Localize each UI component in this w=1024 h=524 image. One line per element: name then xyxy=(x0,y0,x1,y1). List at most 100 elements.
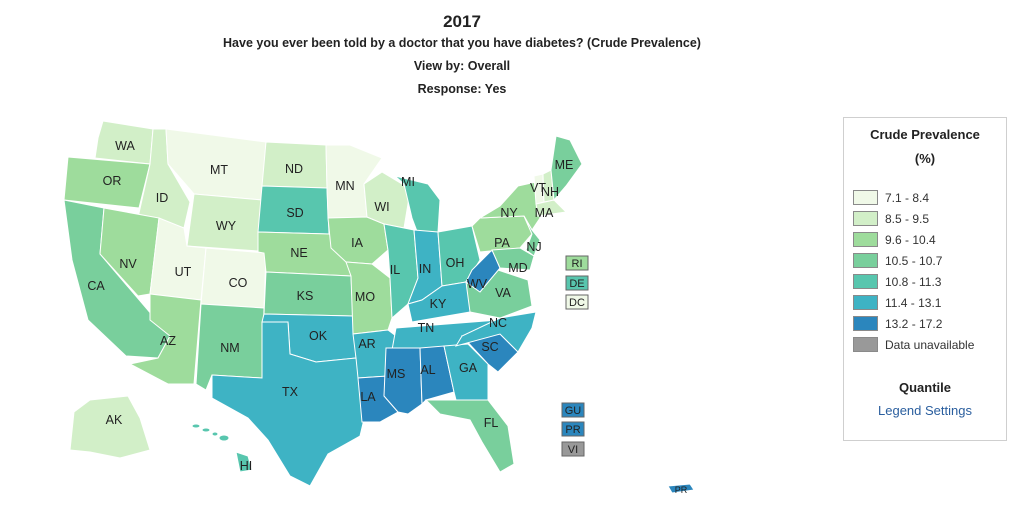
state-label-tx: TX xyxy=(282,385,299,399)
state-nv[interactable] xyxy=(99,207,160,297)
legend-swatch xyxy=(853,232,878,247)
state-fl[interactable] xyxy=(424,399,515,473)
box-swatch-gu xyxy=(561,402,585,418)
state-hi[interactable] xyxy=(235,451,253,473)
state-label-wa: WA xyxy=(115,139,135,153)
box-swatch-pr xyxy=(561,421,585,437)
state-ak[interactable] xyxy=(69,395,151,459)
box-pr[interactable]: PR xyxy=(561,421,585,437)
state-hi-islet xyxy=(191,423,201,429)
box-vi[interactable]: VI xyxy=(561,441,585,457)
state-label-md: MD xyxy=(508,261,527,275)
legend-list: 7.1 - 8.4 8.5 - 9.5 9.6 - 10.4 10.5 - 10.7 1… xyxy=(853,187,1006,355)
state-label-mn: MN xyxy=(335,179,354,193)
legend-label: 7.1 - 8.4 xyxy=(885,190,930,205)
state-wi[interactable] xyxy=(363,171,411,229)
view-by-label: View by: Overall xyxy=(413,59,511,73)
state-label-az: AZ xyxy=(160,334,176,348)
legend-label: 10.5 - 10.7 xyxy=(885,253,943,268)
legend-swatch xyxy=(853,190,878,205)
box-de[interactable]: DE xyxy=(565,275,589,291)
state-label-ky: KY xyxy=(430,297,447,311)
state-hi-islet xyxy=(211,431,219,437)
state-label-va: VA xyxy=(495,286,511,300)
territory-pr-island[interactable] xyxy=(667,483,695,494)
state-label-oh: OH xyxy=(446,256,465,270)
legend-swatch xyxy=(853,211,878,226)
state-label-nd: ND xyxy=(285,162,303,176)
state-nc[interactable] xyxy=(454,311,537,353)
legend-label: 13.2 - 17.2 xyxy=(885,316,943,331)
box-label-dc: DC xyxy=(569,297,585,309)
state-ma[interactable] xyxy=(535,199,568,217)
state-me[interactable] xyxy=(550,135,583,202)
state-label-mo: MO xyxy=(355,290,375,304)
state-label-or: OR xyxy=(103,174,122,188)
legend-swatch xyxy=(853,274,878,289)
box-swatch-ri xyxy=(565,255,589,271)
box-gu[interactable]: GU xyxy=(561,402,585,418)
state-label-nm: NM xyxy=(220,341,239,355)
state-label-nj: NJ xyxy=(526,240,541,254)
state-label-me: ME xyxy=(555,158,574,172)
box-dc[interactable]: DC xyxy=(565,294,589,310)
legend-label: 11.4 - 13.1 xyxy=(885,295,942,310)
legend-label: 10.8 - 11.3 xyxy=(885,274,942,289)
legend-settings-link[interactable]: Legend Settings xyxy=(878,403,972,418)
box-label-pr: PR xyxy=(565,424,580,436)
state-az[interactable] xyxy=(128,293,202,385)
state-label-id: ID xyxy=(156,191,169,205)
box-swatch-vi xyxy=(561,441,585,457)
state-label-il: IL xyxy=(390,263,400,277)
state-wv[interactable] xyxy=(465,249,501,293)
state-label-ne: NE xyxy=(290,246,307,260)
legend-item: 11.4 - 13.1 xyxy=(853,292,1006,313)
box-swatch-dc xyxy=(565,294,589,310)
box-swatch-de xyxy=(565,275,589,291)
response-label: Response: Yes xyxy=(417,82,507,96)
state-label-la: LA xyxy=(360,390,376,404)
state-mo[interactable] xyxy=(345,261,393,335)
legend-swatch xyxy=(853,295,878,310)
state-label-sc: SC xyxy=(481,340,498,354)
state-hi-islet xyxy=(218,434,230,442)
legend-label: 8.5 - 9.5 xyxy=(885,211,930,226)
legend-item: 10.8 - 11.3 xyxy=(853,271,1006,292)
state-wa[interactable] xyxy=(94,120,154,165)
legend-item: 7.1 - 8.4 xyxy=(853,187,1006,208)
state-md[interactable] xyxy=(491,247,535,271)
state-label-co: CO xyxy=(229,276,248,290)
legend-swatch xyxy=(853,337,878,352)
us-choropleth-map: WA OR CA ID NV MT WY UT CO AZ NM ND SD NE KS OK TX MN IA MO… xyxy=(63,120,695,495)
state-tx[interactable] xyxy=(211,321,371,487)
box-ri[interactable]: RI xyxy=(565,255,589,271)
state-label-ks: KS xyxy=(297,289,314,303)
state-label-wv: WV xyxy=(467,277,488,291)
state-label-wy: WY xyxy=(216,219,237,233)
state-label-ia: IA xyxy=(351,236,363,250)
state-label-ma: MA xyxy=(535,206,554,220)
legend-item: 13.2 - 17.2 xyxy=(853,313,1006,334)
state-label-tn: TN xyxy=(418,321,435,335)
state-label-wi: WI xyxy=(374,200,389,214)
state-label-in: IN xyxy=(419,262,432,276)
state-label-ak: AK xyxy=(106,413,123,427)
state-or[interactable] xyxy=(63,156,151,209)
classification-label: Quantile xyxy=(898,380,951,395)
year-title: 2017 xyxy=(443,12,481,31)
state-hi-islet xyxy=(201,427,211,433)
state-label-sd: SD xyxy=(286,206,303,220)
legend-swatch xyxy=(853,253,878,268)
state-label-nc: NC xyxy=(489,316,507,330)
legend-swatch xyxy=(853,316,878,331)
state-label-ga: GA xyxy=(459,361,478,375)
state-label-ms: MS xyxy=(387,367,406,381)
state-label-ut: UT xyxy=(175,265,192,279)
state-label-nv: NV xyxy=(119,257,137,271)
legend-label: Data unavailable xyxy=(885,337,975,352)
question-title: Have you ever been told by a doctor that… xyxy=(223,36,701,50)
legend-item: 8.5 - 9.5 xyxy=(853,208,1006,229)
state-label-al: AL xyxy=(420,363,435,377)
legend-item: 9.6 - 10.4 xyxy=(853,229,1006,250)
state-al[interactable] xyxy=(419,345,455,406)
